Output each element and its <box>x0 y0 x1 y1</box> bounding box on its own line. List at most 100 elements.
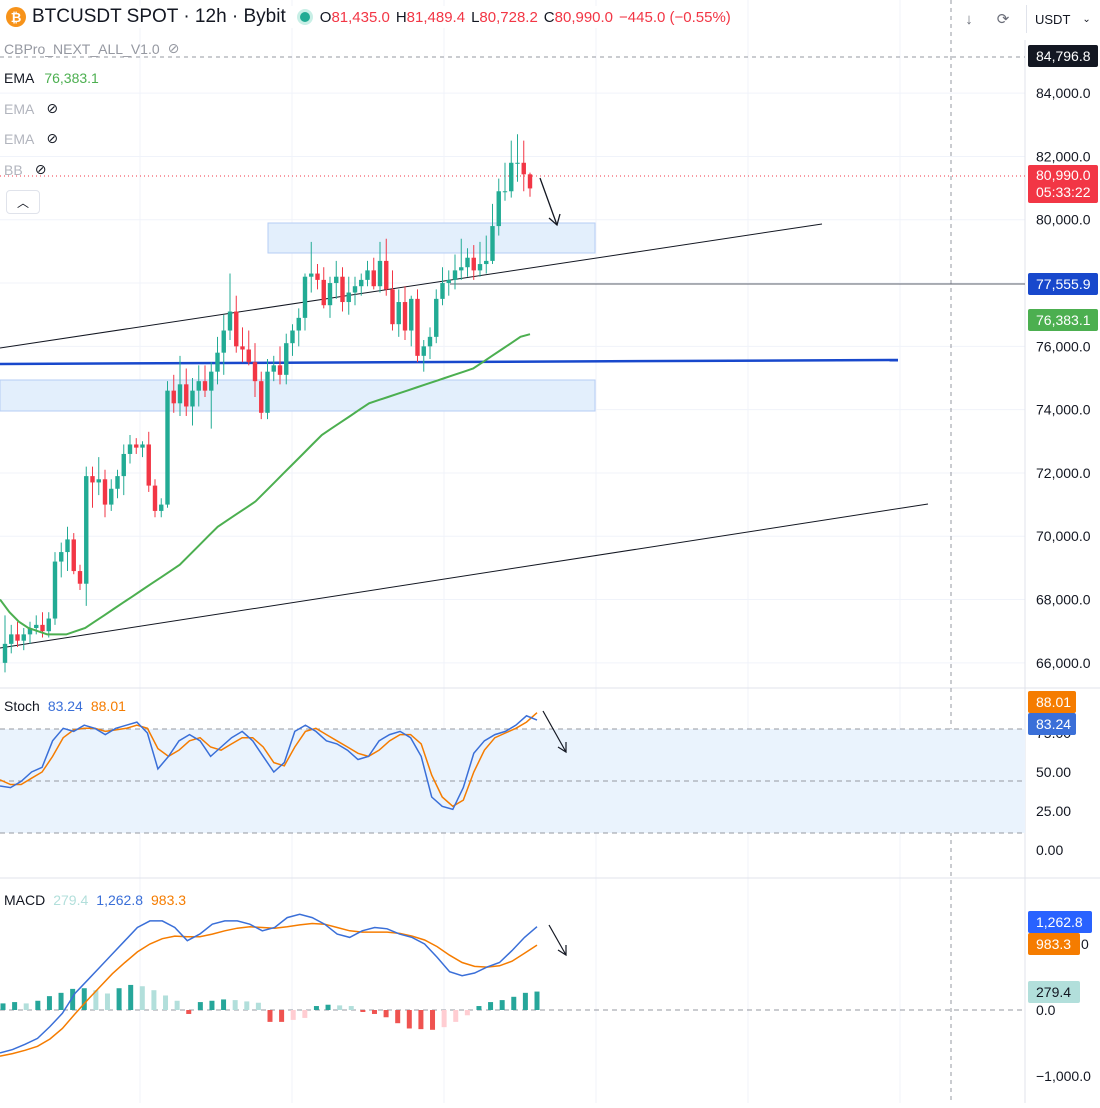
collapse-legend-button[interactable]: ︿ <box>6 190 40 214</box>
candle-body <box>390 289 395 325</box>
macd-hist-bar <box>313 1006 319 1010</box>
candle-body <box>502 191 508 193</box>
candle-body <box>227 311 233 331</box>
candle-body <box>165 390 170 505</box>
macd-hist-bar <box>430 1010 436 1030</box>
eye-off-icon[interactable]: ⊘ <box>167 40 180 56</box>
indicator-ema-2[interactable]: EMA ⊘ <box>4 100 58 117</box>
chevron-down-icon: ⌄ <box>1082 13 1091 25</box>
indicator-ema[interactable]: EMA 76,383.1 <box>4 70 99 86</box>
eye-off-icon[interactable]: ⊘ <box>34 161 47 177</box>
macd-hist-bar <box>337 1005 343 1010</box>
macd-hist-value: 279.4 <box>53 892 89 908</box>
lower-trendline <box>0 503 929 649</box>
macd-hist-bar <box>499 1000 505 1010</box>
stoch-band <box>0 729 1025 833</box>
candle-body <box>127 444 133 454</box>
macd-hist-bar <box>325 1004 331 1010</box>
candle-body <box>159 504 164 511</box>
macd-hist-bar <box>23 1003 29 1010</box>
candle-body <box>377 260 383 287</box>
macd-axis[interactable]: −1,000.0 0.0 <box>1036 1002 1091 1084</box>
candle-body <box>359 279 364 287</box>
macd-hist-bar <box>0 1003 6 1010</box>
currency-select[interactable]: USDT ⌄ <box>1026 5 1098 33</box>
candle-body <box>302 276 308 318</box>
candle-body <box>402 302 408 331</box>
indicator-cbpro[interactable]: CBPro_NEXT_ALL_V1.0 ⊘ <box>4 40 179 57</box>
macd-hist-bar <box>221 999 227 1010</box>
price-tick-label: 84,000.0 <box>1036 85 1091 101</box>
replay-icon[interactable]: ⟳ <box>996 11 1010 28</box>
candles-layer <box>2 134 533 673</box>
candle-body <box>415 298 420 356</box>
macd-legend[interactable]: MACD 279.4 1,262.8 983.3 <box>4 892 186 908</box>
candle-body <box>46 618 51 632</box>
candle-body <box>334 276 339 284</box>
candle-body <box>77 571 83 584</box>
candle-body <box>452 270 458 280</box>
macd-hist-bar <box>81 988 87 1010</box>
stoch-tick-label: 0.00 <box>1036 842 1063 858</box>
macd-hist-bar <box>267 1010 273 1022</box>
candle-body <box>509 162 514 192</box>
candle-body <box>484 260 489 265</box>
macd-hist-bar <box>58 992 64 1010</box>
tag-ema: 76,383.1 <box>1028 309 1098 331</box>
tag-macd: 1,262.8 <box>1028 911 1092 933</box>
symbol-header[interactable]: ₿ BTCUSDT SPOT · 12h · Bybit O81,435.0 H… <box>6 6 737 28</box>
ema2-label: EMA <box>4 100 35 117</box>
candle-body <box>477 264 483 271</box>
macd-hist-bar <box>116 988 122 1010</box>
svg-text:983.3: 983.3 <box>1036 936 1071 952</box>
macd-hist-bar <box>244 1001 250 1010</box>
candle-body <box>527 174 533 189</box>
macd-histogram <box>0 984 540 1030</box>
macd-hist-bar <box>93 990 99 1010</box>
macd-hist-bar <box>383 1010 389 1018</box>
candle-body <box>340 276 345 303</box>
candle-body <box>265 371 270 413</box>
bitcoin-icon: ₿ <box>6 7 26 27</box>
candle-body <box>215 352 220 372</box>
ema3-label: EMA <box>4 130 35 147</box>
candle-body <box>140 444 145 448</box>
price-tick-label: 66,000.0 <box>1036 655 1091 671</box>
indicator-ema-3[interactable]: EMA ⊘ <box>4 130 58 147</box>
candle-body <box>259 381 264 413</box>
candle-body <box>409 298 414 331</box>
macd-hist-bar <box>418 1010 424 1030</box>
candle-body <box>421 346 426 356</box>
candle-body <box>284 343 289 375</box>
stoch-d-value: 88.01 <box>90 698 126 714</box>
symbol-title[interactable]: BTCUSDT SPOT · 12h · Bybit <box>32 6 286 27</box>
chevron-up-icon: ︿ <box>16 195 29 210</box>
macd-hist-bar <box>35 1000 41 1010</box>
eye-off-icon[interactable]: ⊘ <box>46 130 59 146</box>
stoch-legend[interactable]: Stoch 83.24 88.01 <box>4 698 126 714</box>
macd-hist-bar <box>279 1010 285 1022</box>
ohlc-high: H81,489.4 <box>395 8 466 26</box>
macd-hist-bar <box>534 991 540 1010</box>
candle-body <box>271 365 276 372</box>
candle-body <box>52 561 58 619</box>
tag-stoch-d: 88.01 <box>1028 691 1076 713</box>
candle-body <box>427 336 433 347</box>
eye-off-icon[interactable]: ⊘ <box>46 100 59 116</box>
macd-hist-bar <box>186 1010 192 1014</box>
candle-body <box>196 381 201 391</box>
down-arrow-icon[interactable]: ↓ <box>965 10 973 28</box>
candle-body <box>209 371 214 391</box>
macd-signal-line <box>0 922 538 1057</box>
macd-hist-bar <box>197 1002 203 1010</box>
price-tick-label: 68,000.0 <box>1036 592 1091 608</box>
indicator-bb[interactable]: BB ⊘ <box>4 161 46 178</box>
candle-body <box>84 476 89 584</box>
tag-level: 77,555.9 <box>1028 273 1098 295</box>
svg-text:05:33:22: 05:33:22 <box>1036 184 1091 200</box>
macd-hist-bar <box>232 1000 238 1010</box>
macd-hist-bar <box>476 1006 482 1010</box>
